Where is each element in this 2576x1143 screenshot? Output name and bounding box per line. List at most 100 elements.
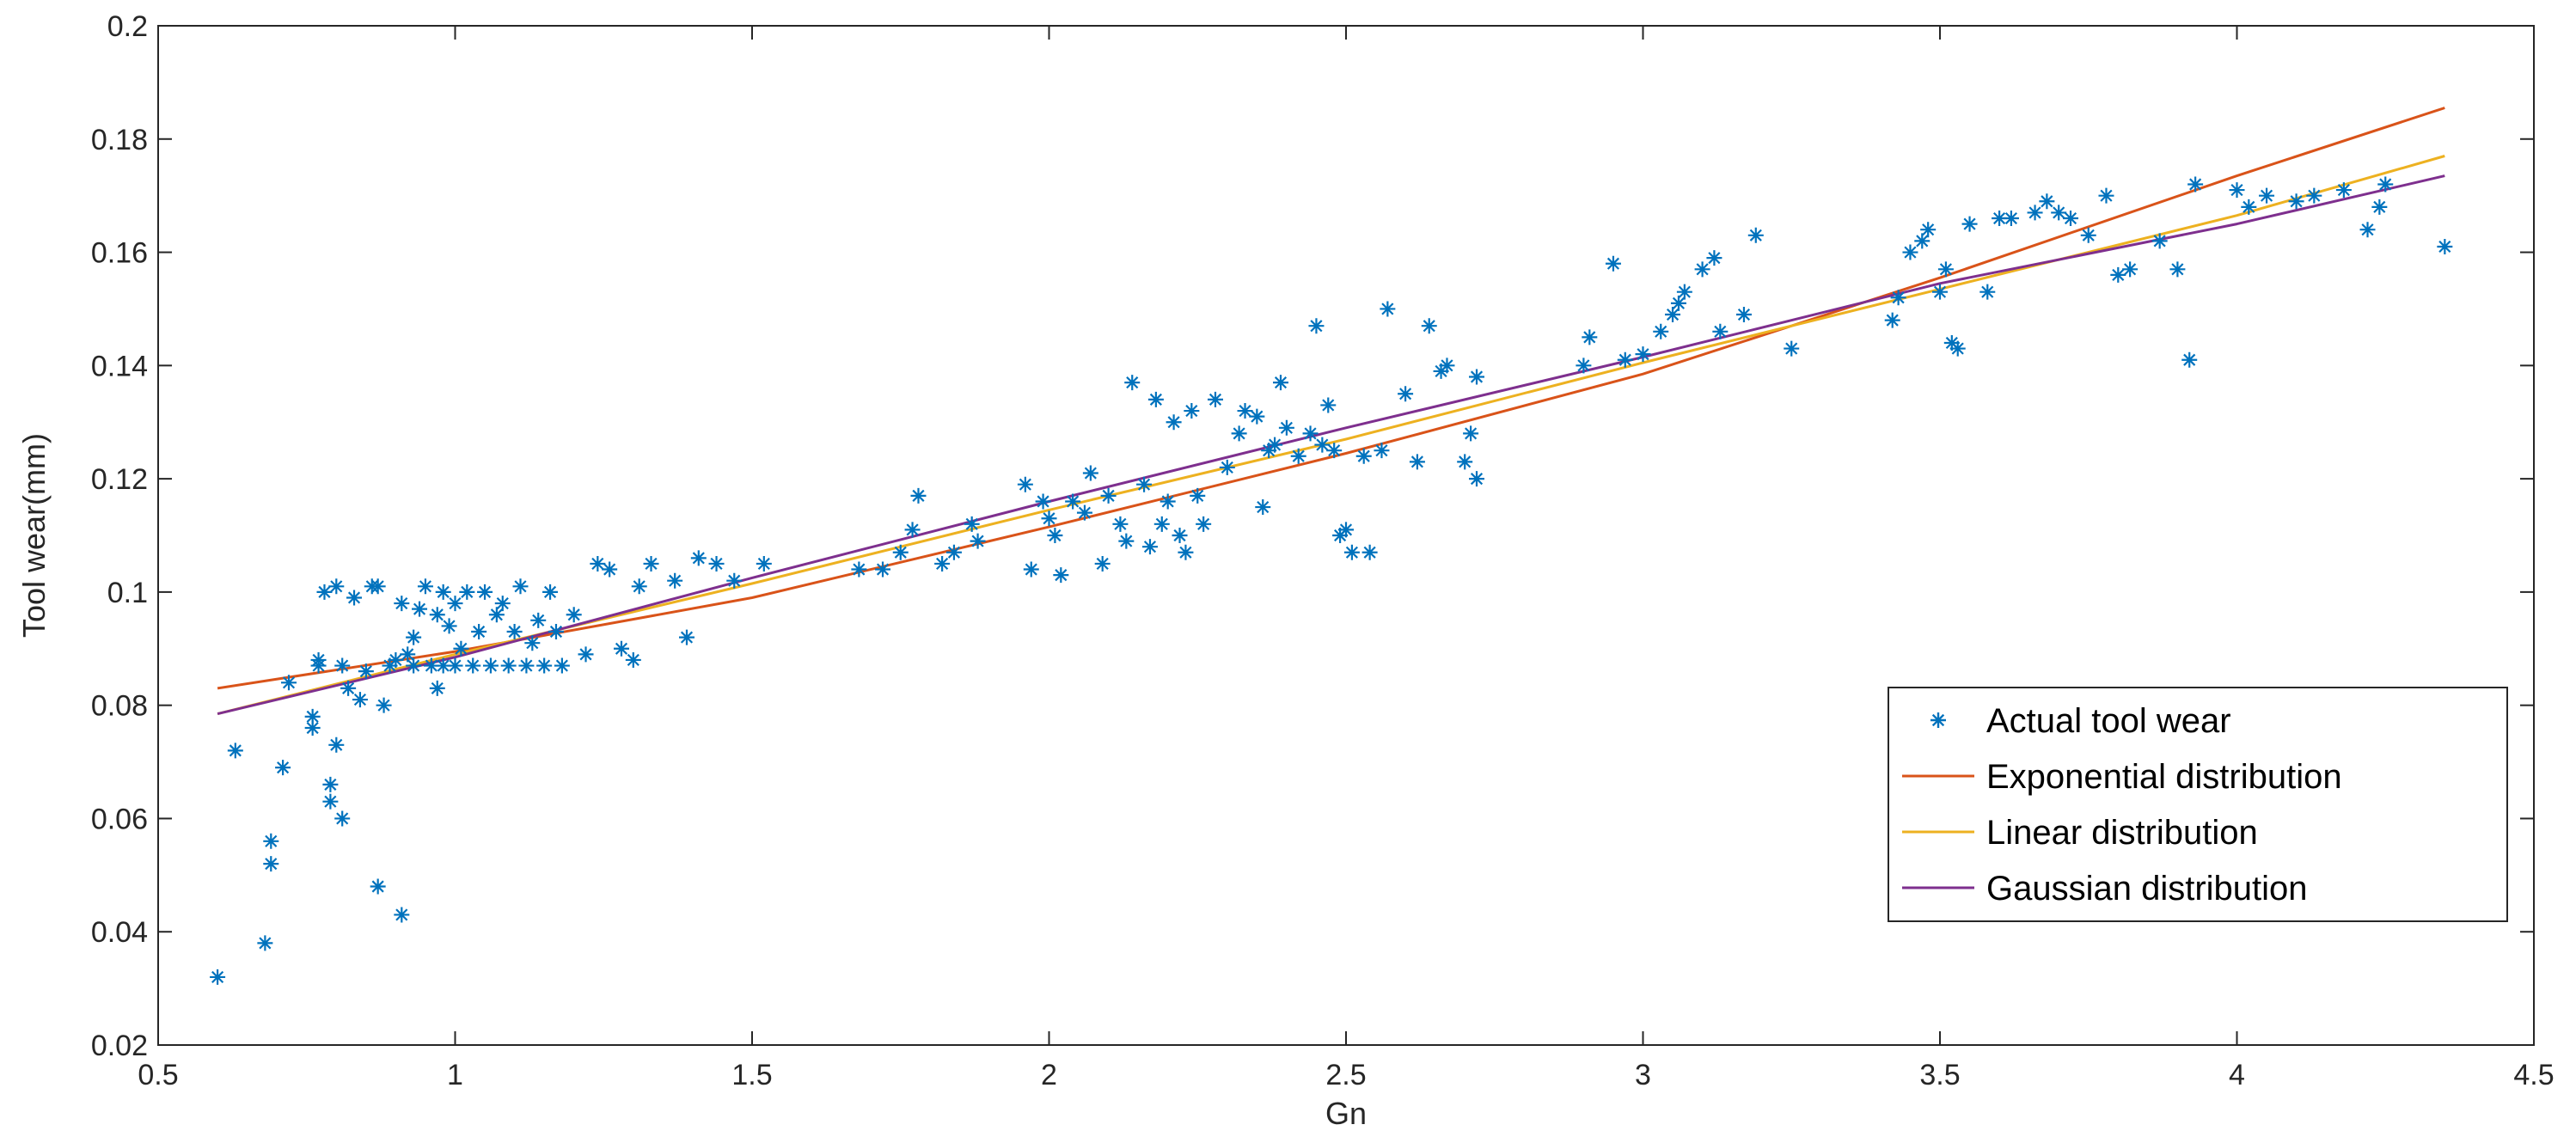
y-tick-label: 0.1 <box>107 577 148 609</box>
data-point <box>554 657 570 674</box>
data-point <box>316 584 333 600</box>
x-tick-label: 3 <box>1635 1059 1651 1091</box>
data-point <box>1041 510 1057 527</box>
data-point <box>892 544 909 560</box>
data-point <box>1082 465 1098 481</box>
data-point <box>524 635 541 651</box>
data-point <box>1166 414 1182 431</box>
y-tick-label: 0.08 <box>91 690 148 723</box>
data-point <box>1035 493 1051 510</box>
data-point <box>548 624 564 640</box>
data-point <box>1884 312 1900 328</box>
x-tick-label: 1 <box>447 1059 463 1091</box>
data-point <box>726 572 743 589</box>
data-point <box>370 578 386 595</box>
data-point <box>2229 182 2245 199</box>
data-point <box>536 657 553 674</box>
y-tick-label: 0.02 <box>91 1030 148 1062</box>
legend-label-linear-distribution: Linear distribution <box>1986 814 2258 852</box>
x-tick-label: 4 <box>2229 1059 2245 1091</box>
data-point <box>512 578 529 595</box>
data-point <box>2306 187 2322 204</box>
data-point <box>2181 351 2198 368</box>
data-point <box>477 584 493 600</box>
x-tick-label: 2 <box>1041 1059 1057 1091</box>
data-point <box>2039 193 2055 210</box>
legend-marker-actual-tool-wear <box>1930 712 1946 728</box>
data-point <box>465 657 481 674</box>
data-point <box>2241 199 2257 215</box>
data-point <box>1943 334 1960 351</box>
data-point <box>1332 528 1349 543</box>
data-point <box>1160 493 1176 510</box>
data-point <box>1605 255 1621 272</box>
data-point <box>851 561 867 578</box>
data-point <box>412 601 428 617</box>
data-point <box>602 561 618 578</box>
data-point <box>1231 425 1247 442</box>
data-point <box>1112 516 1129 532</box>
data-point <box>400 646 416 663</box>
data-point <box>667 572 683 589</box>
data-point <box>2335 182 2352 199</box>
y-tick-label: 0.16 <box>91 237 148 270</box>
data-point <box>1153 516 1170 532</box>
data-point <box>1712 323 1729 339</box>
data-point <box>2169 261 2186 278</box>
data-point <box>340 680 357 696</box>
data-point <box>690 550 707 566</box>
data-point <box>910 487 927 504</box>
data-point <box>1576 358 1592 374</box>
data-point <box>964 516 980 532</box>
data-point <box>1094 555 1111 572</box>
data-point <box>227 743 243 759</box>
data-point <box>1653 323 1669 339</box>
data-point <box>1053 567 1069 584</box>
data-point <box>904 522 921 538</box>
data-point <box>1992 211 2008 227</box>
y-axis: 0.02 0.04 0.06 0.08 0.1 0.12 0.14 0.16 0.18 0.2 <box>91 10 2534 1062</box>
data-point <box>1076 504 1092 521</box>
data-point <box>394 596 410 612</box>
data-point <box>631 578 647 595</box>
data-point <box>453 640 469 657</box>
x-tick-label: 3.5 <box>1919 1059 1960 1091</box>
data-point <box>358 663 374 680</box>
data-point <box>590 555 606 572</box>
data-point <box>678 629 694 645</box>
data-point <box>2027 205 2043 221</box>
data-point <box>2003 211 2019 227</box>
y-axis-label: Tool wear(mm) <box>16 433 52 638</box>
data-point <box>945 544 962 560</box>
data-point <box>1961 216 1978 232</box>
data-point <box>1890 290 1906 306</box>
data-point <box>2051 205 2067 221</box>
data-point <box>875 561 891 578</box>
data-point <box>1937 261 1954 278</box>
data-point <box>2377 176 2394 193</box>
data-point <box>1421 318 1437 334</box>
data-point <box>1141 539 1158 555</box>
data-point <box>1326 443 1343 459</box>
y-tick-label: 0.2 <box>107 10 148 43</box>
data-point <box>352 692 368 708</box>
data-point <box>1582 329 1598 345</box>
data-point <box>506 624 523 640</box>
data-point <box>1439 358 1455 374</box>
data-point <box>394 907 410 923</box>
data-point <box>1118 533 1135 549</box>
data-point <box>322 793 339 810</box>
data-point <box>530 612 547 628</box>
data-point <box>2371 199 2388 215</box>
data-point <box>1207 391 1223 407</box>
data-point <box>376 697 392 713</box>
x-axis: 0.5 1 1.5 2 2.5 3 3.5 4 4.5 <box>138 26 2555 1091</box>
data-point <box>756 555 772 572</box>
data-point <box>1380 301 1396 317</box>
data-point <box>328 578 345 595</box>
data-point <box>1784 340 1800 357</box>
data-point <box>1949 340 1966 357</box>
data-point <box>2122 261 2139 278</box>
data-point <box>1147 391 1164 407</box>
y-tick-label: 0.12 <box>91 463 148 496</box>
